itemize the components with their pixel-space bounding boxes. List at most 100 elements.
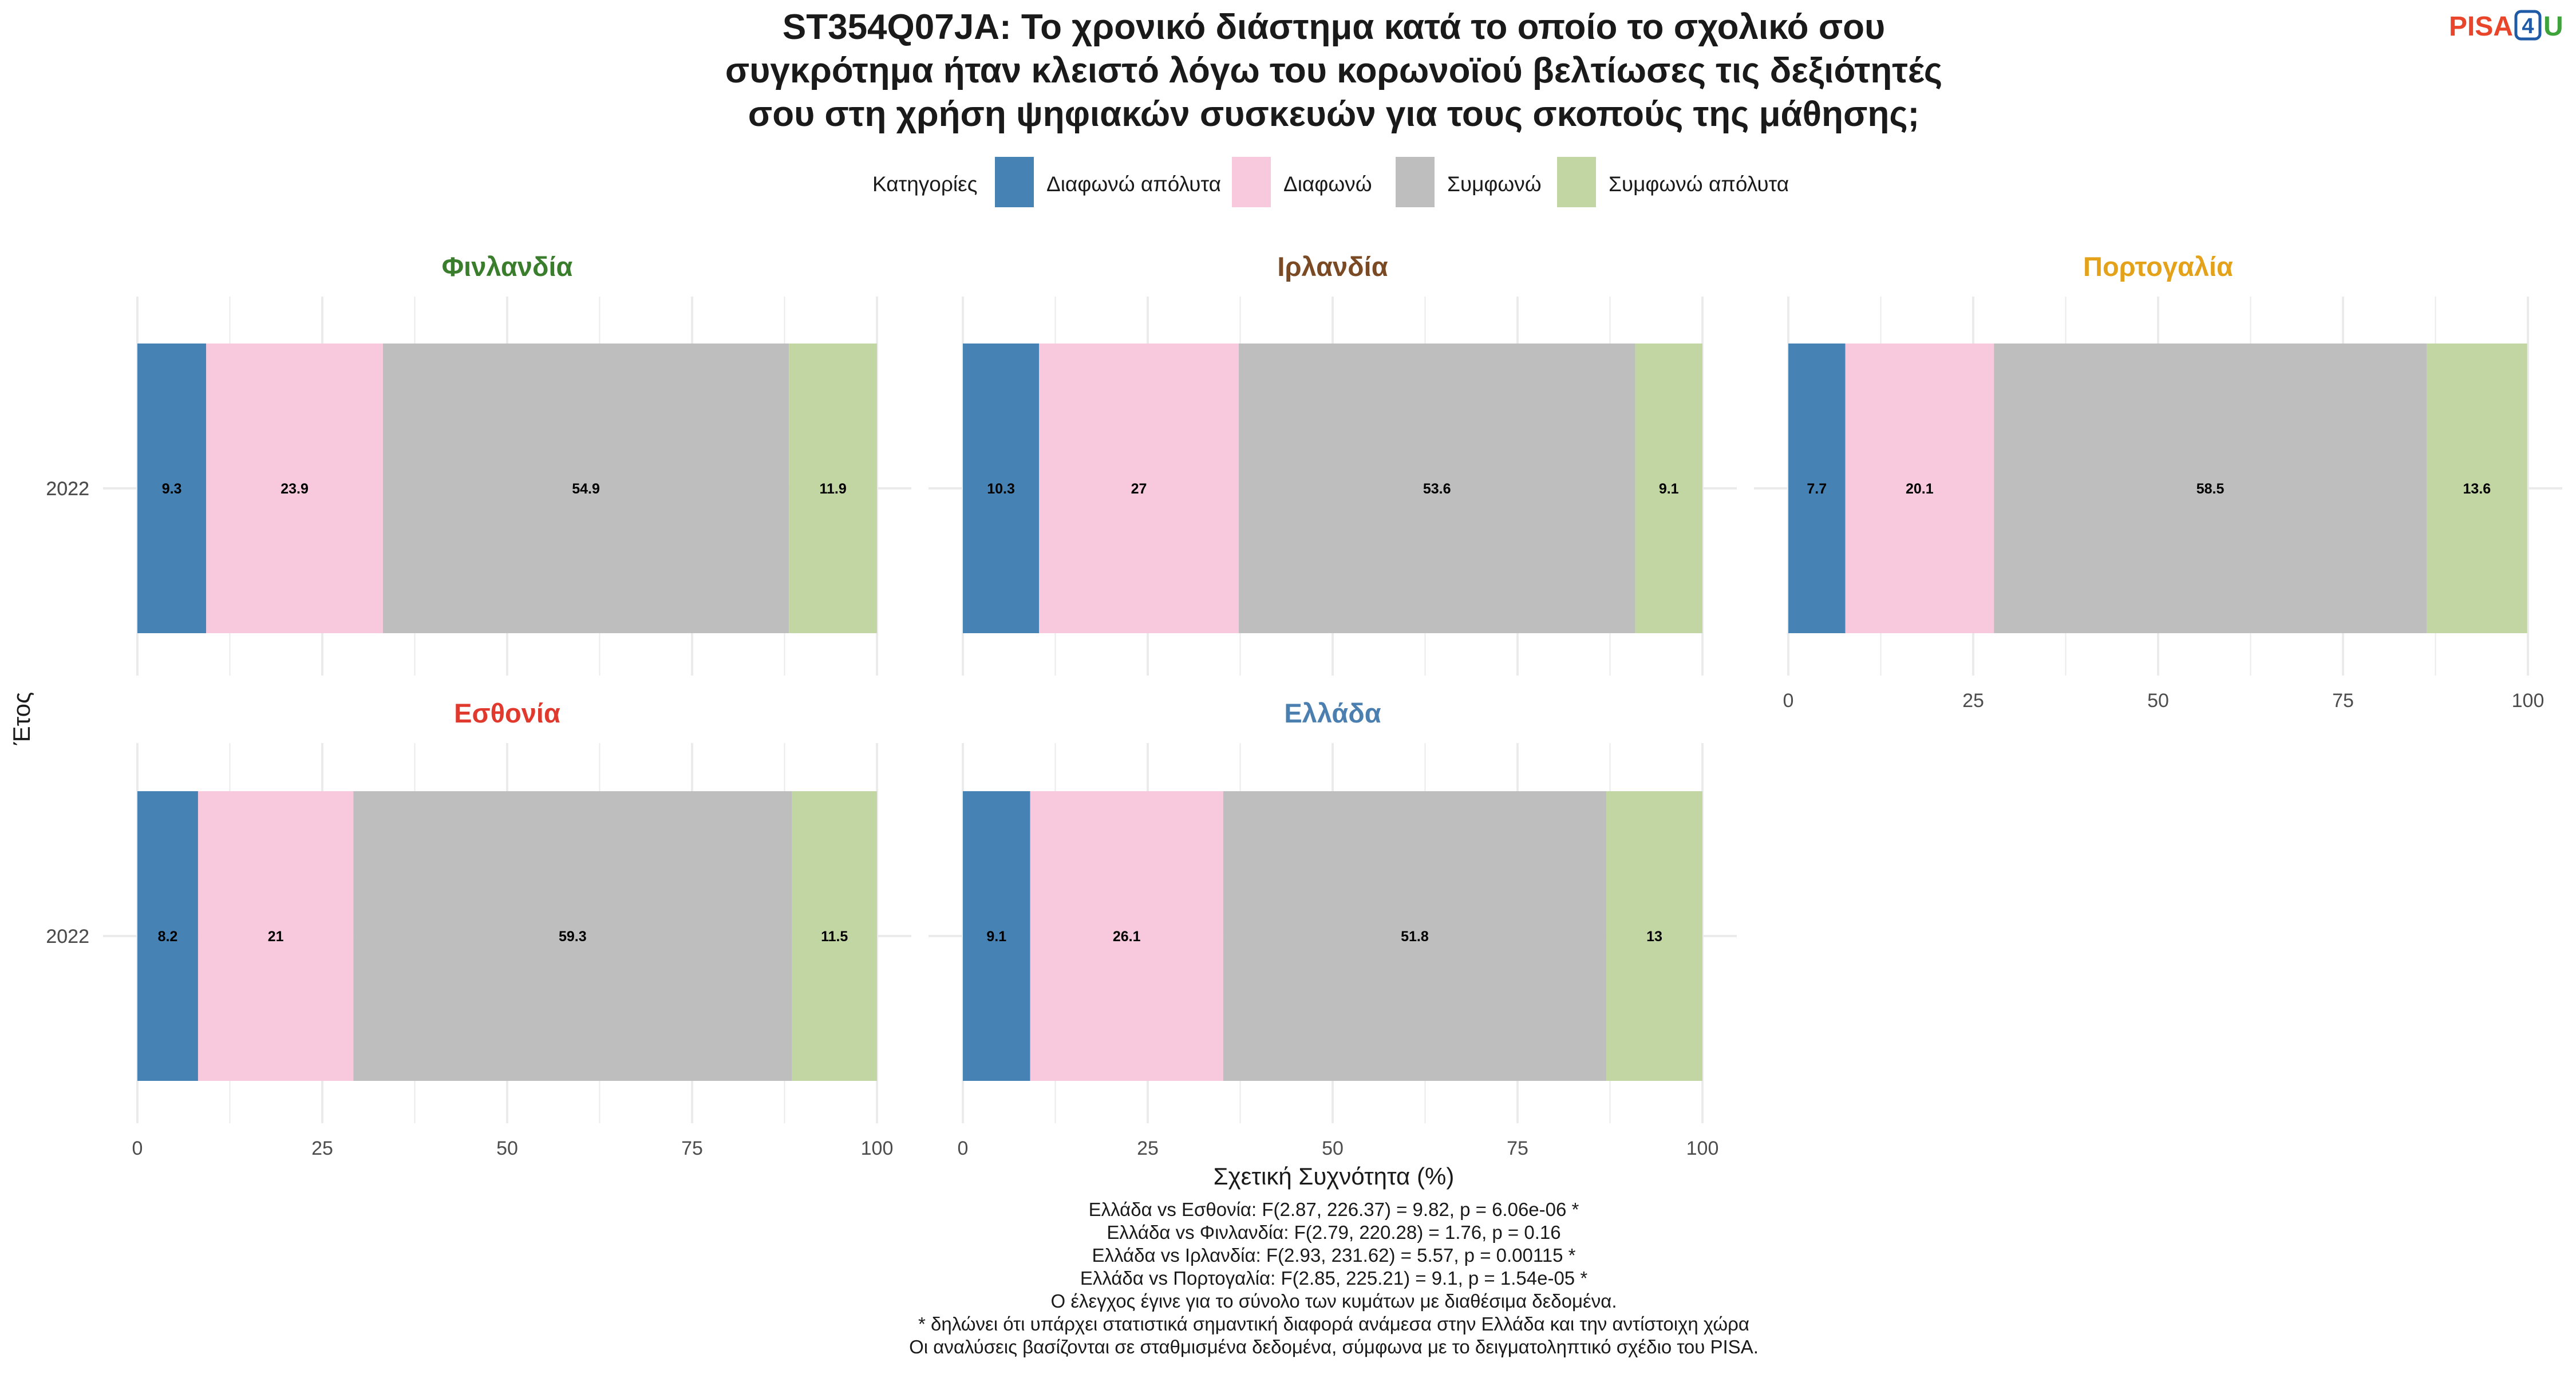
panel-title: Ιρλανδία: [1277, 251, 1388, 282]
bar-value-label: 9.1: [986, 929, 1006, 945]
logo-four-text: 4: [2522, 14, 2534, 38]
bar-value-label: 59.3: [559, 929, 587, 945]
x-tick-label: 0: [958, 1138, 969, 1159]
bar-value-label: 51.8: [1401, 929, 1429, 945]
bar-value-label: 54.9: [572, 481, 600, 497]
y-axis-title: Έτος: [8, 692, 35, 746]
bar-segment: [1635, 344, 1702, 633]
logo-u-text: U: [2543, 11, 2563, 42]
legend-key-4: [1557, 157, 1596, 207]
x-tick-label: 0: [1783, 690, 1794, 712]
panel-1: Φινλανδία 2022 9.3 23.9 54.9 11.9: [46, 251, 911, 676]
bar-value-label: 9.3: [162, 481, 182, 497]
x-axis-title: Σχετική Συχνότητα (%): [1214, 1163, 1455, 1190]
bar-segment: [137, 344, 207, 633]
bar-segment: [206, 344, 383, 633]
panel-2: Ιρλανδία 2022 10.3 27 53.6 9.1: [46, 251, 1737, 676]
bar-value-label: 53.6: [1423, 481, 1451, 497]
bar-value-label: 11.9: [819, 481, 846, 497]
footnote-line-5: Ο έλεγχος έγινε για το σύνολο των κυμάτω…: [1051, 1290, 1617, 1312]
bar-segment: [353, 791, 792, 1081]
footnote-line-2: Ελλάδα vs Φινλανδία: F(2.79, 220.28) = 1…: [1107, 1222, 1560, 1243]
bar-value-label: 27: [1131, 481, 1147, 497]
legend: Κατηγορίες Διαφωνώ απόλυτα Διαφωνώ Συμφωνώ…: [872, 157, 1789, 207]
bar-value-label: 10.3: [987, 481, 1015, 497]
bar-value-label: 9.1: [1659, 481, 1679, 497]
bar-segment: [1606, 791, 1702, 1081]
bar-value-label: 26.1: [1113, 929, 1141, 945]
title-line-1: ST354Q07JA: Το χρονικό διάστημα κατά το …: [783, 7, 1885, 47]
facet-panels: Φινλανδία 2022 9.3 23.9 54.9 11.9 Ιρλανδία 2022…: [46, 251, 2562, 1159]
legend-title: Κατηγορίες: [872, 172, 977, 196]
bar-value-label: 7.7: [1807, 481, 1827, 497]
footnote-line-7: Οι αναλύσεις βασίζονται σε σταθμισμένα δ…: [909, 1336, 1759, 1357]
bar-segment: [792, 791, 877, 1081]
panel-title: Φινλανδία: [442, 251, 573, 282]
bar-segment: [1994, 344, 2427, 633]
bar-value-label: 11.5: [821, 929, 848, 945]
x-tick-label: 25: [1137, 1138, 1159, 1159]
bar-segment: [1223, 791, 1607, 1081]
title-line-3: σου στη χρήση ψηφιακών συσκευών για τους…: [748, 94, 1919, 134]
footnote-line-4: Ελλάδα vs Πορτογαλία: F(2.85, 225.21) = …: [1080, 1268, 1587, 1289]
title-line-2: συγκρότημα ήταν κλειστό λόγω του κορωνοϊ…: [725, 51, 1942, 90]
bar-segment: [137, 791, 198, 1081]
bar-segment: [1039, 344, 1239, 633]
footnote-line-1: Ελλάδα vs Εσθονία: F(2.87, 226.37) = 9.8…: [1089, 1199, 1579, 1220]
x-tick-label: 50: [2147, 690, 2169, 712]
x-tick-label: 100: [861, 1138, 894, 1159]
y-tick-label: 2022: [46, 478, 89, 500]
legend-label-2: Διαφωνώ: [1283, 172, 1372, 196]
x-tick-label: 100: [1686, 1138, 1719, 1159]
bar-segment: [1030, 791, 1223, 1081]
x-tick-label: 75: [2332, 690, 2354, 712]
bar-value-label: 21: [268, 929, 284, 945]
x-tick-label: 50: [496, 1138, 518, 1159]
y-tick-label: 2022: [46, 926, 89, 947]
bar-value-label: 58.5: [2196, 481, 2225, 497]
legend-label-4: Συμφωνώ απόλυτα: [1609, 172, 1789, 196]
bar-value-label: 13: [1646, 929, 1662, 945]
y-tick-label: 2022: [46, 478, 89, 500]
panel-3: Πορτογαλία 2022 7.7 20.1 58.5 13.6 0 25 50 75 100: [46, 251, 2562, 712]
footnote-line-3: Ελλάδα vs Ιρλανδία: F(2.93, 231.62) = 5.…: [1092, 1245, 1576, 1266]
footnote-line-6: * δηλώνει ότι υπάρχει στατιστικά σημαντι…: [918, 1313, 1749, 1334]
panel-title: Εσθονία: [454, 698, 560, 728]
logo-pisa-text: PISA: [2449, 11, 2513, 42]
bar-value-label: 23.9: [280, 481, 309, 497]
legend-label-3: Συμφωνώ: [1447, 172, 1542, 196]
bar-segment: [2426, 344, 2527, 633]
bar-segment: [1238, 344, 1635, 633]
footnotes: Ελλάδα vs Εσθονία: F(2.87, 226.37) = 9.8…: [909, 1199, 1759, 1357]
x-tick-label: 100: [2512, 690, 2545, 712]
panel-title: Ελλάδα: [1284, 698, 1381, 728]
x-tick-label: 25: [311, 1138, 333, 1159]
legend-key-3: [1396, 157, 1435, 207]
chart-title: ST354Q07JA: Το χρονικό διάστημα κατά το …: [725, 7, 1942, 134]
bar-segment: [963, 791, 1030, 1081]
x-tick-label: 75: [1507, 1138, 1528, 1159]
bar-value-label: 20.1: [1906, 481, 1934, 497]
x-tick-label: 25: [1962, 690, 1984, 712]
bar-segment: [1788, 344, 1846, 633]
x-tick-label: 0: [132, 1138, 143, 1159]
y-tick-label: 2022: [46, 478, 89, 500]
panel-5: Ελλάδα 2022 9.1 26.1 51.8 13 0 25 50 75 100: [46, 698, 1737, 1159]
bar-value-label: 13.6: [2463, 481, 2491, 497]
bar-segment: [197, 791, 354, 1081]
pisa4u-logo: PISA 4 U: [2449, 10, 2563, 42]
y-tick-label: 2022: [46, 926, 89, 947]
bar-segment: [963, 344, 1040, 633]
logo-four-box: [2514, 10, 2542, 41]
x-tick-label: 50: [1322, 1138, 1344, 1159]
bar-segment: [789, 344, 877, 633]
legend-label-1: Διαφωνώ απόλυτα: [1046, 172, 1221, 196]
legend-key-2: [1232, 157, 1271, 207]
panel-4: Εσθονία 2022 8.2 21 59.3 11.5 0 25 50 75 100: [46, 698, 911, 1159]
bar-segment: [1845, 344, 1994, 633]
x-tick-label: 75: [681, 1138, 703, 1159]
legend-key-1: [995, 157, 1034, 207]
bar-segment: [382, 344, 789, 633]
panel-title: Πορτογαλία: [2083, 251, 2233, 282]
